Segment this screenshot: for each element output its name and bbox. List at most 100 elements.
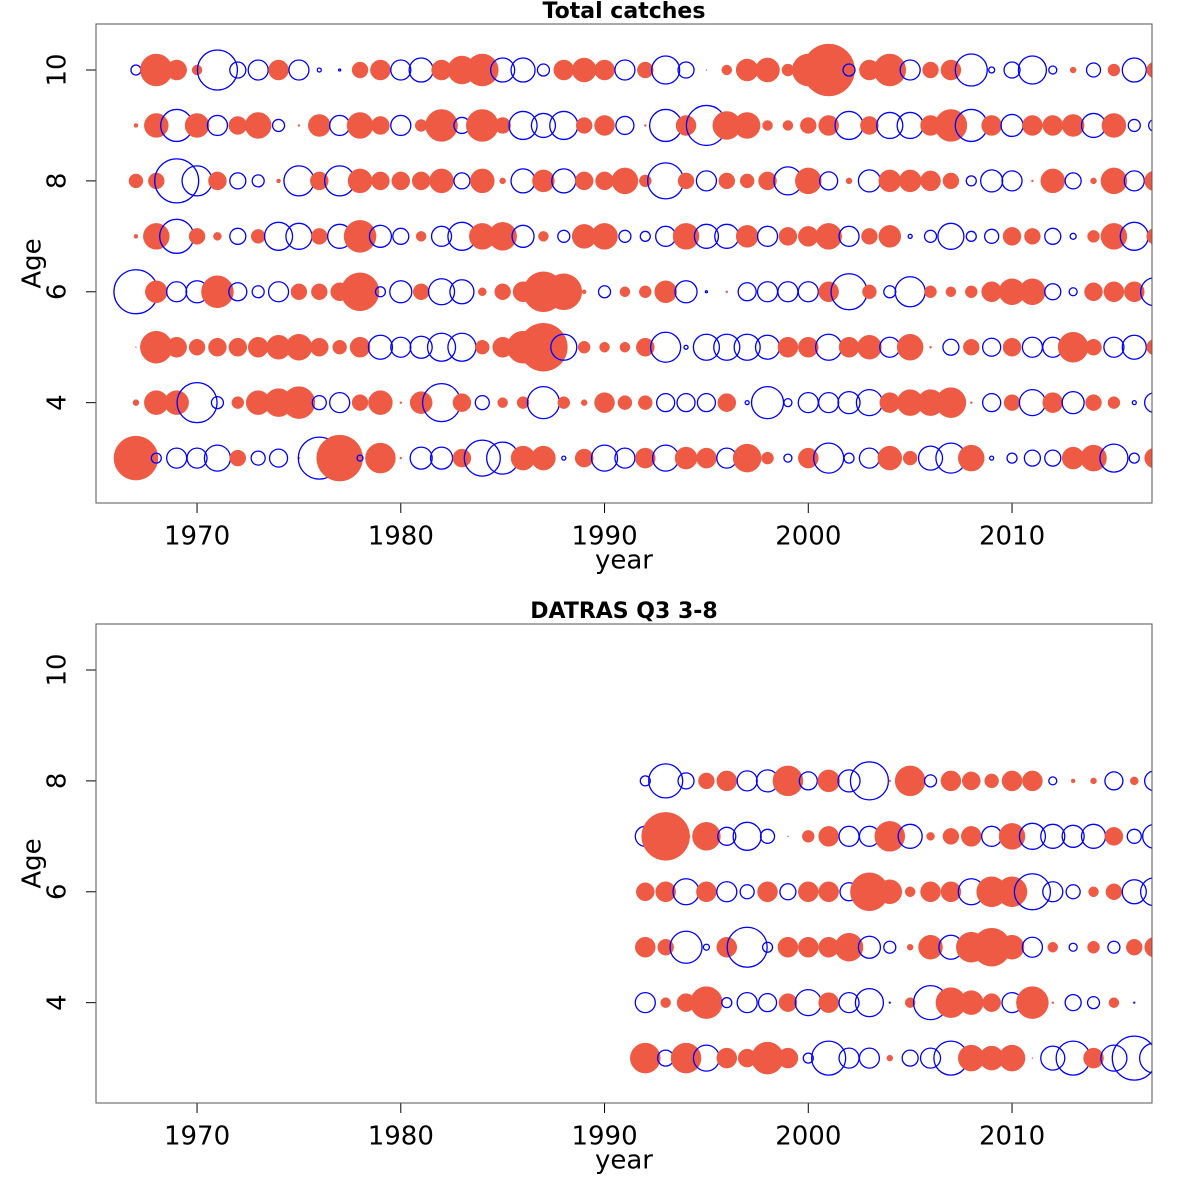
bubble [654, 280, 677, 304]
bubble [494, 283, 511, 301]
bubble [1107, 63, 1121, 77]
bubble [838, 1047, 860, 1069]
bubble [857, 334, 882, 360]
bubble [510, 57, 536, 83]
bubble [797, 392, 819, 414]
bubble [615, 115, 635, 136]
bubble [657, 938, 674, 956]
bubble [883, 285, 897, 299]
bubble [1042, 392, 1064, 413]
bubble [862, 284, 877, 300]
bubble [782, 120, 794, 131]
bubble [475, 339, 490, 355]
bubble [998, 1044, 1026, 1072]
bubble [733, 112, 761, 139]
bubble [883, 940, 897, 954]
bubble [876, 111, 904, 140]
bubble [818, 392, 840, 414]
bubble [739, 173, 755, 189]
bubble [429, 446, 454, 470]
bubble [878, 169, 902, 193]
bubble [1021, 936, 1044, 958]
bubble [618, 229, 632, 243]
bubble [981, 825, 1003, 847]
bubble [229, 61, 247, 79]
bubble [229, 449, 247, 467]
bubble [329, 392, 351, 414]
bubble [390, 336, 412, 358]
bubble [942, 828, 960, 845]
bubble [917, 445, 944, 471]
bubble [1100, 167, 1128, 195]
bubble [1139, 1042, 1152, 1074]
bubble [488, 222, 517, 251]
bubble [896, 111, 924, 140]
bubble [639, 230, 651, 242]
bubble [1024, 228, 1041, 245]
bubble [818, 992, 839, 1013]
bubble [1107, 396, 1121, 409]
bubble [1022, 770, 1043, 792]
y-axis-label: Age [18, 838, 48, 888]
bubble [777, 336, 799, 358]
bubble [474, 395, 490, 411]
bubble [408, 57, 434, 83]
bubble [311, 283, 328, 301]
bubble [783, 453, 793, 463]
bubble [958, 444, 985, 472]
bubble [965, 285, 978, 299]
bubble [447, 332, 477, 362]
bubble [636, 337, 655, 357]
bubble [942, 338, 960, 356]
bubble [308, 114, 331, 137]
bubble [639, 775, 651, 787]
bubble [759, 828, 776, 844]
bubble [794, 989, 822, 1017]
bubble [918, 934, 943, 960]
bubble [1001, 170, 1023, 192]
bubble [581, 289, 587, 295]
bubble [1103, 281, 1125, 303]
bubble [735, 225, 759, 248]
bubble [693, 223, 720, 249]
bubble [1126, 828, 1142, 844]
bubble [1068, 287, 1078, 297]
bubble [113, 435, 159, 481]
bubble [390, 114, 412, 137]
bubble [166, 336, 187, 358]
bubble [611, 167, 639, 195]
bubble [996, 876, 1028, 908]
bubble [750, 386, 785, 420]
bubble [346, 112, 374, 139]
bubble [154, 158, 200, 204]
x-tick-label: 1970 [164, 1122, 230, 1152]
bubble [878, 225, 902, 248]
bubble [644, 124, 647, 127]
bubble [283, 165, 315, 197]
bubble [1065, 884, 1081, 900]
bubble [901, 1049, 919, 1067]
bubble [571, 57, 597, 83]
bubble [166, 281, 188, 303]
bubble [368, 224, 393, 248]
bubble [656, 393, 676, 413]
bubble [575, 117, 593, 134]
bubble [580, 399, 588, 406]
bubble [557, 396, 571, 409]
bubble [655, 225, 677, 247]
bubble [285, 333, 313, 361]
bubble [208, 171, 227, 191]
bubble [1142, 823, 1152, 849]
bubble [1018, 389, 1047, 417]
bubble [819, 171, 839, 191]
bubble [797, 281, 819, 303]
bubble [490, 57, 516, 83]
bubble [690, 986, 723, 1019]
bubble [594, 392, 615, 413]
bubble [196, 49, 239, 91]
bubble [879, 392, 901, 413]
bubble [704, 290, 709, 294]
bubble [756, 225, 779, 247]
bubble [735, 58, 759, 82]
bubble [849, 761, 890, 801]
